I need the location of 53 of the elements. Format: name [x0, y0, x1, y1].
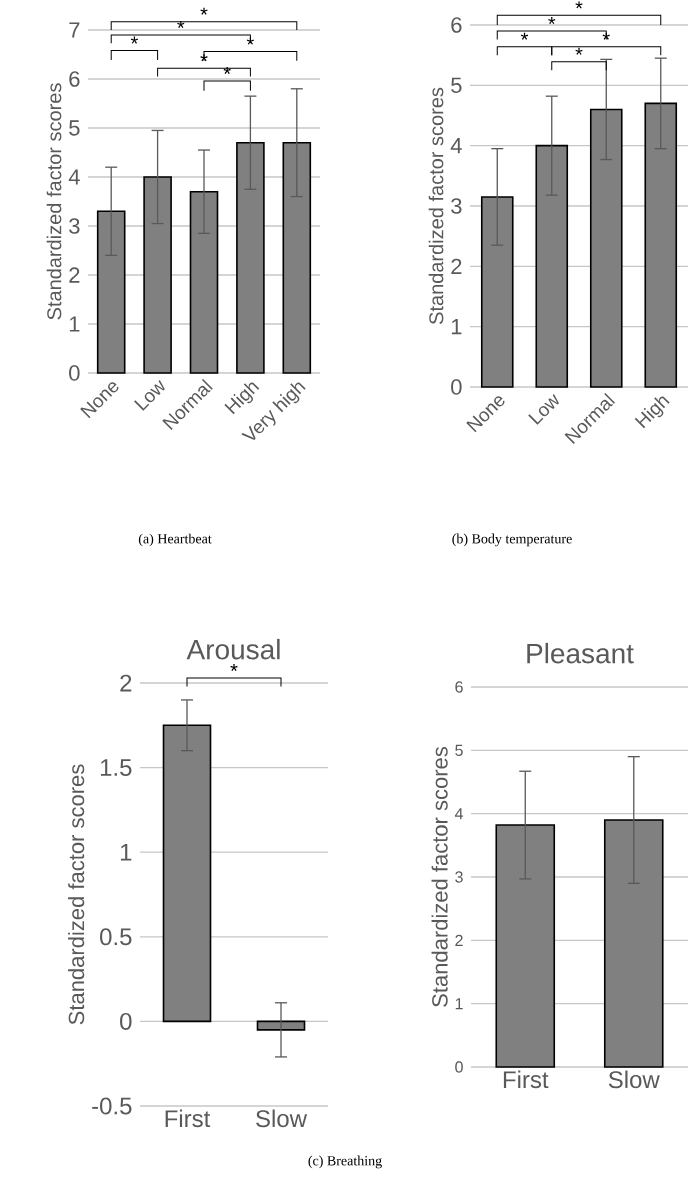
x-tick-label: Slow: [608, 1070, 660, 1089]
y-tick-label: -0.5: [92, 1097, 132, 1115]
y-tick-label: 6: [69, 71, 80, 87]
y-tick-label: 5: [451, 77, 462, 93]
x-tick-label: First: [165, 1109, 211, 1128]
x-tick-label: First: [503, 1070, 549, 1089]
text: (b) Body temperature: [452, 533, 572, 547]
y-tick-label: 1: [455, 998, 463, 1010]
y-tick-label: 0: [455, 1061, 463, 1073]
text: (c) Breathing: [308, 1155, 382, 1169]
y-axis-title: Standardized factor scores: [68, 764, 85, 1025]
y-tick-label: 0.5: [100, 928, 132, 946]
annotation: *: [520, 32, 529, 40]
y-tick-label: 3: [455, 871, 463, 883]
y-tick-label: 4: [454, 808, 463, 820]
text: *: [548, 17, 556, 25]
y-axis-title: Standardized factor scores: [46, 83, 62, 320]
text: *: [230, 663, 238, 671]
annotation: *: [575, 47, 583, 55]
y-tick-label: 2: [120, 674, 132, 692]
y-tick-label: 4: [68, 169, 80, 185]
annotation: *: [200, 54, 208, 62]
y-tick-label: 6: [451, 17, 462, 33]
annotation: *: [223, 66, 231, 75]
chart-title: Arousal: [186, 638, 280, 660]
x-tick-label: Low: [528, 394, 559, 425]
y-tick-label: 0: [451, 379, 462, 395]
y-tick-label: 2: [455, 934, 463, 946]
y-tick-label: 1: [69, 316, 80, 332]
y-tick-label: 2: [451, 258, 462, 274]
x-tick-label: High: [634, 396, 670, 429]
y-tick-label: 7: [69, 22, 80, 38]
y-axis-title: Standardized factor scores: [428, 87, 444, 325]
y-tick-label: 1: [120, 843, 132, 861]
y-tick-label: 1.5: [100, 759, 132, 776]
y-tick-label: 5: [455, 744, 463, 756]
y-tick-label: 3: [69, 218, 80, 234]
y-tick-label: 6: [455, 681, 463, 693]
text: *: [200, 7, 208, 15]
y-tick-label: 4: [450, 138, 462, 154]
y-tick-label: 1: [451, 319, 462, 335]
annotation: *: [130, 36, 138, 44]
y-tick-label: 0: [120, 1012, 132, 1030]
y-tick-label: 3: [451, 198, 462, 214]
y-tick-label: 0: [69, 365, 80, 381]
text: (a) Heartbeat: [138, 533, 212, 547]
y-axis-title: Standardized factor scores: [431, 746, 448, 1007]
chart-title: Pleasant: [527, 642, 634, 664]
x-tick-label: Slow: [256, 1109, 308, 1128]
text: *: [177, 20, 185, 28]
y-tick-label: 2: [69, 267, 80, 283]
text: *: [575, 1, 583, 9]
y-tick-label: 5: [69, 120, 80, 136]
